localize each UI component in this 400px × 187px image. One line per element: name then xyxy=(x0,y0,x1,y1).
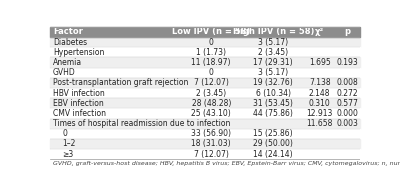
Text: 6 (10.34): 6 (10.34) xyxy=(256,89,291,98)
Text: HBV infection: HBV infection xyxy=(53,89,105,98)
Text: 25 (43.10): 25 (43.10) xyxy=(191,109,231,118)
Bar xyxy=(50,78,360,88)
Text: GVHD: GVHD xyxy=(53,68,76,77)
Text: 7 (12.07): 7 (12.07) xyxy=(194,150,229,159)
Text: 7.138: 7.138 xyxy=(309,78,330,87)
Text: 3 (5.17): 3 (5.17) xyxy=(258,38,288,47)
Bar xyxy=(50,47,360,57)
Text: 31 (53.45): 31 (53.45) xyxy=(253,99,293,108)
Text: Hypertension: Hypertension xyxy=(53,48,104,57)
Text: 19 (32.76): 19 (32.76) xyxy=(253,78,293,87)
Text: 12.913: 12.913 xyxy=(306,109,333,118)
Text: 0.310: 0.310 xyxy=(309,99,330,108)
Text: Times of hospital readmission due to infection: Times of hospital readmission due to inf… xyxy=(53,119,230,128)
Text: GVHD, graft-versus-host disease; HBV, hepatitis B virus; EBV, Epstein-Barr virus: GVHD, graft-versus-host disease; HBV, he… xyxy=(53,161,400,166)
Text: 2 (3.45): 2 (3.45) xyxy=(258,48,288,57)
Text: 44 (75.86): 44 (75.86) xyxy=(253,109,293,118)
Text: EBV infection: EBV infection xyxy=(53,99,104,108)
Bar xyxy=(50,119,360,129)
Bar xyxy=(50,149,360,159)
Text: 2 (3.45): 2 (3.45) xyxy=(196,89,226,98)
Text: ≥3: ≥3 xyxy=(62,150,74,159)
Text: 2.148: 2.148 xyxy=(309,89,330,98)
Text: p: p xyxy=(345,27,350,36)
Text: 33 (56.90): 33 (56.90) xyxy=(191,129,231,138)
Text: 1–2: 1–2 xyxy=(62,140,76,148)
Text: 7 (12.07): 7 (12.07) xyxy=(194,78,229,87)
Bar xyxy=(50,88,360,98)
Text: 17 (29.31): 17 (29.31) xyxy=(253,58,293,67)
Text: 0: 0 xyxy=(209,68,214,77)
Text: CMV infection: CMV infection xyxy=(53,109,106,118)
Bar xyxy=(50,129,360,139)
Text: 0.000: 0.000 xyxy=(337,109,358,118)
Text: 0.272: 0.272 xyxy=(337,89,358,98)
Text: 0: 0 xyxy=(62,129,67,138)
Text: Anemia: Anemia xyxy=(53,58,82,67)
Text: Factor: Factor xyxy=(53,27,83,36)
Text: 0.193: 0.193 xyxy=(337,58,358,67)
Text: 1 (1.73): 1 (1.73) xyxy=(196,48,226,57)
Bar xyxy=(50,139,360,149)
Text: 0: 0 xyxy=(209,38,214,47)
Bar xyxy=(50,108,360,119)
Text: 14 (24.14): 14 (24.14) xyxy=(253,150,293,159)
Text: Low IPV (n = 58): Low IPV (n = 58) xyxy=(172,27,250,36)
Text: Diabetes: Diabetes xyxy=(53,38,87,47)
Bar xyxy=(50,37,360,47)
Text: 0.577: 0.577 xyxy=(337,99,358,108)
Bar xyxy=(50,57,360,68)
Bar xyxy=(50,98,360,108)
Text: 0.008: 0.008 xyxy=(337,78,358,87)
Text: 11.658: 11.658 xyxy=(306,119,333,128)
Text: 15 (25.86): 15 (25.86) xyxy=(253,129,293,138)
Text: 3 (5.17): 3 (5.17) xyxy=(258,68,288,77)
Text: 1.695: 1.695 xyxy=(309,58,330,67)
Text: Post-transplantation graft rejection: Post-transplantation graft rejection xyxy=(53,78,188,87)
Text: 11 (18.97): 11 (18.97) xyxy=(192,58,231,67)
Bar xyxy=(50,27,360,37)
Text: 29 (50.00): 29 (50.00) xyxy=(253,140,293,148)
Text: High IPV (n = 58): High IPV (n = 58) xyxy=(232,27,314,36)
Text: 0.003: 0.003 xyxy=(337,119,358,128)
Text: 28 (48.28): 28 (48.28) xyxy=(192,99,231,108)
Text: χ²: χ² xyxy=(315,27,324,36)
Text: 18 (31.03): 18 (31.03) xyxy=(191,140,231,148)
Bar xyxy=(50,68,360,78)
